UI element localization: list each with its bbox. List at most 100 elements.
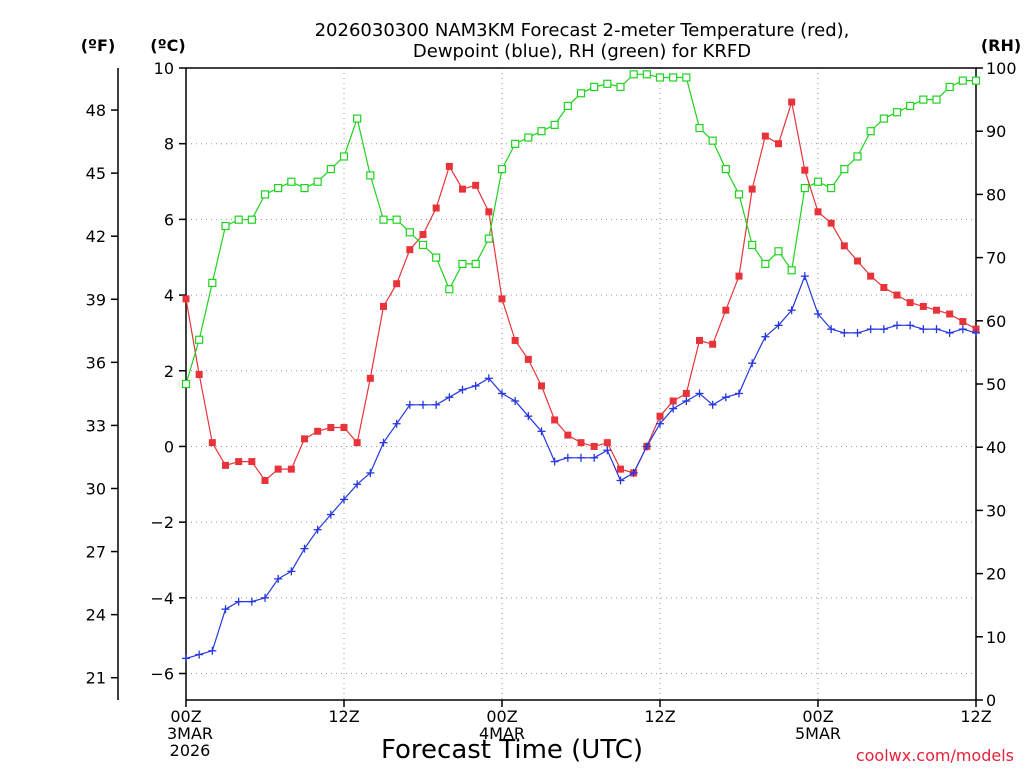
data-point	[696, 336, 703, 344]
data-point	[774, 247, 783, 256]
data-point	[761, 259, 770, 269]
x-tick-label: 00Z	[486, 707, 517, 726]
data-point	[524, 133, 533, 142]
fahrenheit-tick-label: 45	[86, 164, 106, 183]
x-tick-label: 00Z	[802, 707, 833, 726]
celsius-tick-label: 4	[164, 286, 174, 305]
data-point	[919, 302, 927, 310]
data-point	[958, 76, 967, 85]
data-point	[775, 140, 782, 148]
data-point	[827, 183, 836, 193]
data-point	[564, 431, 572, 439]
data-point	[629, 70, 638, 79]
data-point	[880, 283, 888, 291]
data-point	[221, 221, 230, 231]
fahrenheit-tick-label: 24	[86, 606, 106, 625]
celsius-unit-label: (ºC)	[150, 36, 185, 55]
data-point	[932, 95, 941, 104]
data-point	[959, 318, 967, 326]
data-point	[287, 177, 296, 186]
data-point	[498, 295, 506, 303]
data-point	[682, 73, 691, 82]
data-point	[840, 328, 849, 337]
data-point	[195, 650, 204, 659]
data-point	[314, 427, 322, 435]
data-point	[353, 439, 361, 447]
x-tick-label: 3MAR	[167, 724, 213, 743]
data-point	[603, 446, 612, 455]
data-point	[537, 427, 546, 436]
data-point	[538, 382, 545, 390]
x-tick-label: 2026	[170, 741, 211, 760]
data-point	[208, 646, 217, 655]
data-point	[933, 306, 940, 314]
x-tick-label: 12Z	[328, 707, 359, 726]
data-point	[222, 461, 229, 469]
fahrenheit-tick-label: 21	[86, 669, 106, 688]
rh-tick-label: 30	[986, 501, 1006, 520]
data-point	[616, 476, 625, 485]
credit-link[interactable]: coolwx.com/models	[856, 746, 1014, 765]
data-point	[892, 108, 902, 117]
data-point	[879, 325, 888, 334]
data-point	[840, 165, 849, 174]
data-point	[893, 321, 901, 330]
data-point	[497, 165, 507, 174]
data-point	[248, 458, 256, 466]
data-point	[682, 397, 691, 406]
x-tick-label: 12Z	[960, 707, 991, 726]
data-point	[695, 389, 704, 398]
data-point	[274, 183, 283, 193]
data-point	[879, 114, 888, 123]
data-point	[234, 215, 243, 224]
rh-tick-label: 10	[986, 628, 1006, 647]
data-point	[234, 597, 243, 606]
data-point	[366, 171, 375, 180]
data-point	[471, 381, 480, 390]
x-tick-label: 4MAR	[479, 724, 525, 743]
data-point	[445, 285, 454, 294]
data-point	[945, 82, 954, 92]
data-point	[511, 336, 519, 344]
data-point	[774, 321, 783, 330]
rh-tick-label: 40	[986, 438, 1006, 457]
data-point	[471, 259, 480, 269]
data-point	[800, 183, 809, 193]
data-point	[208, 439, 216, 447]
chart-title-line-1: 2026030300 NAM3KM Forecast 2-meter Tempe…	[315, 20, 850, 41]
data-point	[577, 439, 585, 447]
data-point	[945, 328, 954, 337]
data-point	[932, 325, 941, 334]
data-point	[722, 306, 730, 314]
data-point	[181, 379, 191, 389]
data-point	[748, 240, 757, 250]
series-0	[182, 98, 980, 485]
data-point	[642, 70, 651, 79]
data-point	[221, 605, 230, 614]
data-point	[787, 266, 796, 275]
data-point	[274, 465, 282, 473]
data-point	[366, 374, 374, 382]
x-tick-label: 00Z	[170, 707, 201, 726]
data-point	[432, 400, 441, 409]
data-point	[550, 120, 559, 129]
data-point	[721, 165, 730, 174]
data-point	[656, 419, 664, 428]
celsius-tick-label: −4	[150, 589, 174, 608]
celsius-tick-label: −2	[150, 513, 174, 532]
data-point	[840, 242, 848, 250]
data-point	[867, 272, 875, 280]
data-point	[629, 468, 638, 477]
data-point	[419, 400, 427, 409]
fahrenheit-tick-label: 30	[86, 479, 106, 498]
data-point	[195, 371, 203, 379]
data-point	[418, 240, 428, 250]
data-point	[405, 400, 414, 409]
data-point	[971, 76, 981, 85]
celsius-tick-label: 6	[164, 210, 174, 229]
data-point	[695, 123, 704, 133]
data-point	[761, 132, 769, 140]
data-point	[787, 306, 796, 315]
data-point	[419, 231, 427, 239]
data-point	[854, 257, 861, 265]
